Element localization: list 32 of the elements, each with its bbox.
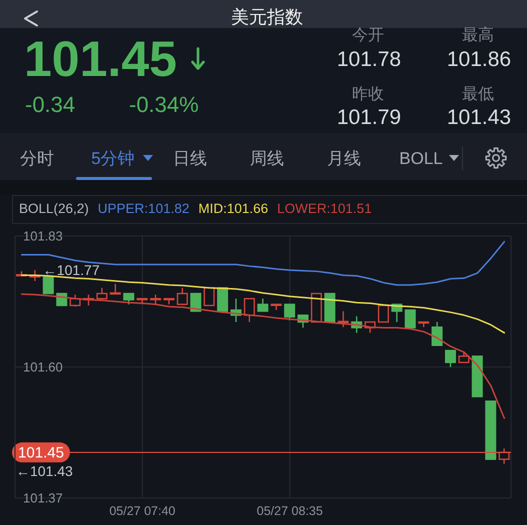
- text: 分时: [20, 148, 54, 168]
- text: BOLL: [399, 148, 443, 168]
- text: 昨收: [352, 86, 384, 103]
- y-tick-label: 101.83: [23, 228, 63, 244]
- text: 最低: [462, 86, 494, 103]
- text: 日线: [173, 148, 207, 168]
- text: -0.34%: [129, 92, 199, 117]
- annotation: ←101.43: [16, 463, 74, 480]
- y-tick-label: 101.60: [23, 360, 63, 375]
- text: 101.45: [24, 31, 177, 87]
- text: 周线: [250, 148, 284, 168]
- annotation: ←101.77: [42, 262, 100, 278]
- text: 美元指数: [231, 7, 303, 27]
- text: 101.86: [446, 48, 512, 70]
- text: MID:101.66: [198, 201, 268, 217]
- line-series: [20, 293, 506, 420]
- x-tick-label: 05/27 08:35: [256, 504, 323, 518]
- text: 101.43: [446, 106, 512, 128]
- text: UPPER:101.82: [98, 201, 190, 217]
- text: -0.34: [25, 92, 76, 117]
- text: 5分钟: [91, 148, 135, 168]
- ref-line-label: 101.45: [18, 444, 64, 462]
- x-tick-label: 05/27 07:40: [109, 504, 176, 518]
- y-tick-label: 101.37: [23, 490, 63, 506]
- text: LOWER:101.51: [277, 201, 372, 217]
- text: 今开: [352, 27, 384, 44]
- text: 最高: [462, 27, 494, 44]
- line-series: [20, 240, 506, 286]
- text: 101.79: [336, 106, 402, 128]
- legend-title: BOLL(26,2): [19, 201, 89, 217]
- text: 101.78: [336, 48, 402, 70]
- text: 月线: [327, 148, 361, 168]
